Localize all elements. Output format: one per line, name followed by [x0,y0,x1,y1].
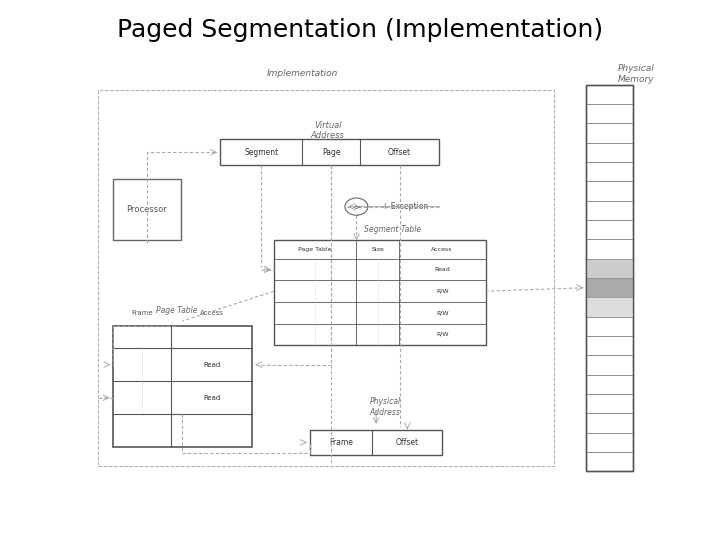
Text: Physical
Memory: Physical Memory [618,64,654,84]
Text: Page Table: Page Table [156,306,198,315]
Text: Segment: Segment [244,148,279,157]
Text: Access: Access [200,310,224,316]
Text: Read: Read [434,267,450,272]
Bar [274,240,485,345]
Bar [586,298,633,317]
Text: Offset: Offset [388,148,411,157]
Text: Offset: Offset [396,438,419,447]
Bar [586,85,633,471]
Bar [112,179,181,240]
Text: Access: Access [431,247,453,252]
Text: Frame: Frame [131,310,153,316]
Bar [112,326,253,447]
Text: Page Table: Page Table [299,247,332,252]
Bar [310,429,443,455]
Text: Implementation: Implementation [267,70,338,78]
Bar [586,85,633,471]
Text: R/W: R/W [436,310,449,315]
Text: Physical
Address: Physical Address [369,397,400,417]
Text: R/W: R/W [436,332,449,337]
Bar [586,259,633,278]
Bar [586,278,633,298]
Text: + Exception: + Exception [382,202,428,211]
Text: Read: Read [203,395,220,401]
Text: R/W: R/W [436,289,449,294]
Text: Paged Segmentation (Implementation): Paged Segmentation (Implementation) [117,17,603,42]
Text: Read: Read [203,362,220,368]
Bar [220,139,439,165]
Bar [98,90,554,466]
Text: Page: Page [322,148,341,157]
Text: Segment Table: Segment Table [364,225,420,234]
Text: Size: Size [372,247,384,252]
Text: >: > [354,202,359,211]
Text: Virtual
Address: Virtual Address [311,120,345,140]
Text: Frame: Frame [329,438,353,447]
Text: Processor: Processor [126,205,167,214]
